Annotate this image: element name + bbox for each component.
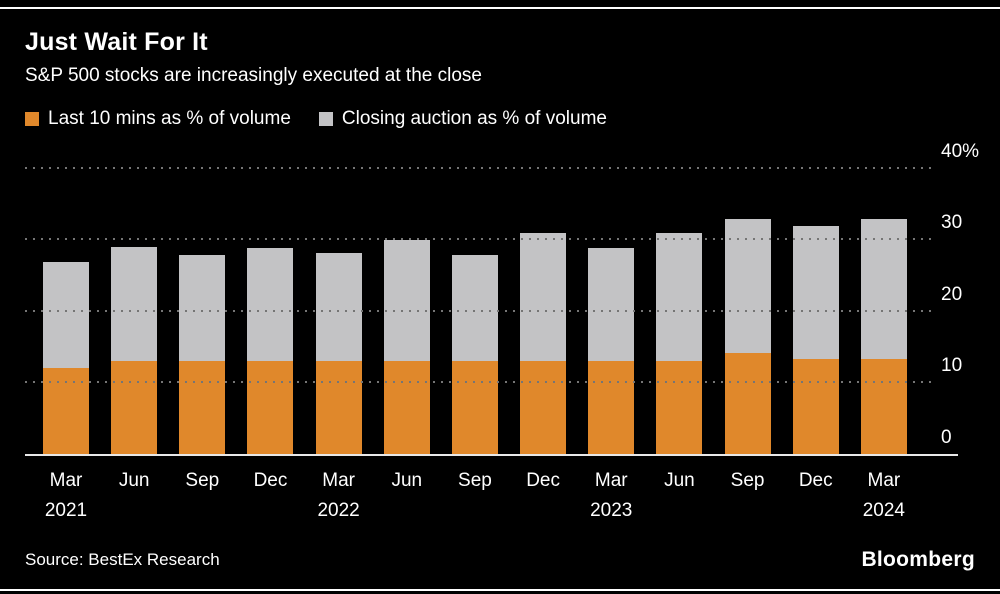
bar-segment-last-10-mins [792,359,839,455]
bar-segment-closing-auction [179,254,226,362]
bar-segment-closing-auction [451,255,498,362]
x-axis-labels: Mar 2021 Jun Sep Dec Mar 2022 Jun Sep Dec Mar 2023 J… [25,466,925,526]
bar-segment-last-10-mins [247,360,294,455]
bloomberg-logo: Bloomberg [861,548,975,571]
chart-title: Just Wait For It [25,28,208,56]
top-rule [0,7,1000,9]
bar-segment-last-10-mins [656,360,703,455]
bar-segment-last-10-mins [588,360,635,455]
bar-sep-2021 [179,254,226,455]
x-tick-label-sep-2021: Sep [185,470,220,491]
bar-mar-2021 [43,262,89,455]
x-tick-label-jun-2021: Jun [118,470,150,491]
x-tick-label-dec-2023: Dec [798,470,833,491]
bar-segment-closing-auction [247,248,294,361]
bar-jun-2022 [383,240,430,455]
legend-item-last-10-mins: Last 10 mins as % of volume [25,108,291,130]
gridline-30 [25,238,937,241]
x-tick-label-dec-2022: Dec [526,470,560,491]
y-tick-label-10: 10 [941,355,963,377]
bar-dec-2023 [792,225,839,455]
y-axis: 0 10 20 30 40% [941,140,1000,455]
bars-row [25,140,925,455]
bar-segment-last-10-mins [111,360,158,455]
bar-segment-closing-auction [724,218,771,354]
x-tick-label-sep-2023: Sep [730,470,765,491]
bar-dec-2021 [247,248,294,455]
bar-dec-2022 [520,233,567,455]
x-tick-label-jun-2022: Jun [391,470,423,491]
x-tick-label-sep-2022: Sep [458,470,492,491]
bar-segment-last-10-mins [520,360,567,455]
y-tick-label-30: 30 [941,212,963,234]
bar-segment-closing-auction [860,218,907,360]
bar-mar-2023 [588,248,635,455]
y-tick-label-20: 20 [941,283,963,305]
bottom-rule [0,589,1000,591]
bar-chart [0,140,1000,455]
bar-segment-closing-auction [383,240,430,361]
bar-segment-last-10-mins [179,361,226,455]
y-tick-label-40: 40% [941,140,980,162]
y-tick-label-0: 0 [941,427,952,448]
bar-sep-2022 [451,255,498,455]
bar-mar-2024 [860,218,907,455]
legend-label-closing-auction: Closing auction as % of volume [341,108,607,129]
x-tick-label-mar-2021: Mar 2021 [44,470,88,521]
x-tick-label-mar-2022: Mar 2022 [317,470,360,521]
bar-segment-last-10-mins [315,360,362,455]
x-axis-line [25,454,958,456]
bar-segment-closing-auction [43,262,89,369]
source-text: Source: BestEx Research [25,550,220,569]
bar-segment-last-10-mins [383,360,430,455]
bar-segment-closing-auction [588,248,635,361]
bar-segment-last-10-mins [860,359,907,455]
bar-segment-closing-auction [656,233,703,361]
bar-segment-closing-auction [315,253,362,361]
bar-segment-closing-auction [111,247,158,361]
legend: Last 10 mins as % of volume Closing auct… [25,108,607,130]
bar-mar-2022 [315,253,362,455]
gridline-10 [25,381,937,384]
legend-label-last-10-mins: Last 10 mins as % of volume [48,108,291,129]
bar-segment-closing-auction [520,233,567,361]
legend-swatch-orange-icon [25,112,39,126]
gridline-40 [25,166,937,169]
legend-swatch-gray-icon [318,112,333,126]
bar-segment-last-10-mins [724,353,771,455]
footer: Source: BestEx Research Bloomberg [25,548,975,572]
bar-sep-2023 [724,218,771,455]
gridline-20 [25,309,937,312]
plot-area [25,140,937,455]
x-tick-label-dec-2021: Dec [253,470,288,491]
bar-segment-closing-auction [792,225,839,360]
chart-subtitle: S&P 500 stocks are increasingly executed… [25,65,482,86]
x-tick-label-mar-2023: Mar 2023 [590,470,633,521]
legend-item-closing-auction: Closing auction as % of volume [318,108,607,130]
bar-segment-last-10-mins [451,361,498,455]
bar-jun-2021 [111,247,158,455]
bar-jun-2023 [656,233,703,455]
x-tick-label-mar-2024: Mar 2024 [862,470,906,521]
x-tick-label-jun-2023: Jun [664,470,695,491]
